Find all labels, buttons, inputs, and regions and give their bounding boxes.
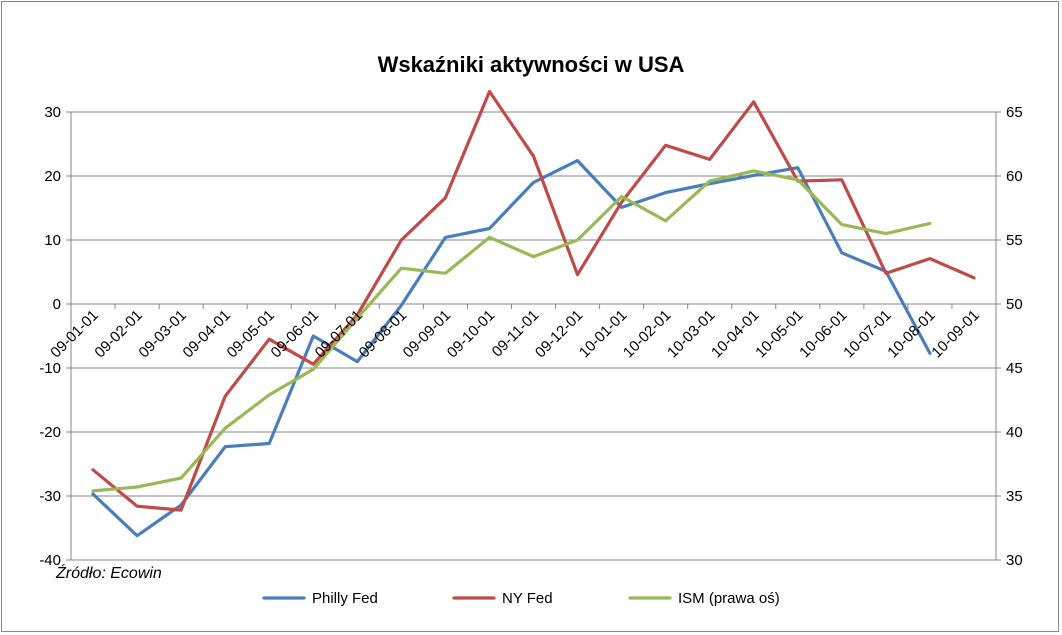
x-tick-labels: 09-01-0109-02-0109-03-0109-04-0109-05-01… [47, 307, 982, 361]
x-tick-label: 10-09-01 [928, 307, 982, 361]
legend-label: ISM (prawa oś) [678, 590, 780, 607]
x-tick-label: 10-07-01 [840, 307, 894, 361]
legend-label: Philly Fed [312, 590, 378, 607]
x-tick-label: 09-09-01 [400, 307, 454, 361]
right-axis-tick-label: 40 [1006, 424, 1023, 441]
left-axis-tick-label: -20 [39, 424, 61, 441]
right-axis-tick-label: 30 [1006, 552, 1023, 569]
x-tick-label: 10-06-01 [796, 307, 850, 361]
right-axis-tick-label: 60 [1006, 168, 1023, 185]
left-axis-tick-label: 20 [44, 168, 61, 185]
chart-title: Wskaźniki aktywności w USA [378, 52, 685, 77]
x-tick-label: 09-12-01 [532, 307, 586, 361]
x-tick-label: 10-03-01 [664, 307, 718, 361]
x-tick-label: 10-02-01 [620, 307, 674, 361]
x-tick-label: 09-02-01 [91, 307, 145, 361]
legend-label: NY Fed [502, 590, 553, 607]
right-axis-tick-label: 45 [1006, 360, 1023, 377]
legend: Philly Fed NY Fed ISM (prawa oś) [262, 590, 780, 607]
x-tick-label: 09-08-01 [356, 307, 410, 361]
left-axis-tick-label: -10 [39, 360, 61, 377]
right-axis-tick-label: 55 [1006, 232, 1023, 249]
left-axis-tick-label: -40 [39, 552, 61, 569]
left-axis-tick-label: -30 [39, 488, 61, 505]
source-note: Źródło: Ecowin [55, 563, 162, 582]
right-axis-tick-label: 35 [1006, 488, 1023, 505]
x-tick-label: 09-03-01 [135, 307, 189, 361]
right-axis-tick-label: 65 [1006, 104, 1023, 121]
axes: -40 -30 -20 -10 0 10 20 30 30 35 40 45 50 55 60 65 [39, 104, 1022, 569]
series-lines [91, 89, 976, 538]
left-axis-tick-label: 30 [44, 104, 61, 121]
x-tick-label: 09-07-01 [312, 307, 366, 361]
x-tick-label: 10-01-01 [576, 307, 630, 361]
series-line [91, 89, 976, 512]
x-tick-label: 09-05-01 [224, 307, 278, 361]
left-axis-tick-label: 0 [53, 296, 61, 313]
x-tick-label: 09-04-01 [180, 307, 234, 361]
x-tick-label: 09-10-01 [444, 307, 498, 361]
x-tick-label: 10-04-01 [708, 307, 762, 361]
x-tick-label: 09-01-01 [47, 307, 101, 361]
left-axis-tick-label: 10 [44, 232, 61, 249]
right-axis-tick-label: 50 [1006, 296, 1023, 313]
x-tick-label: 10-05-01 [752, 307, 806, 361]
series-line [91, 169, 932, 493]
